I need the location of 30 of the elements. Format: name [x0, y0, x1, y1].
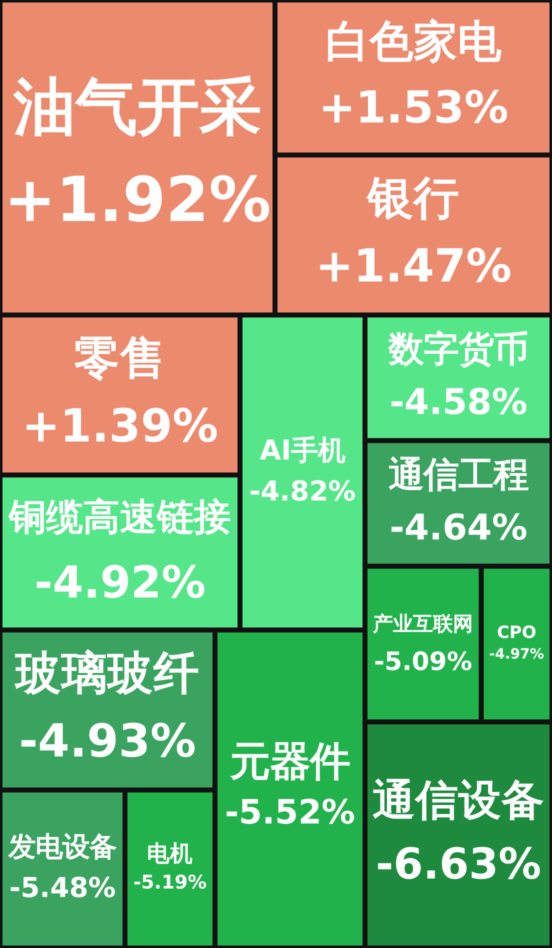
category-label: 银行 [366, 171, 460, 224]
category-label: 电机 [147, 841, 193, 868]
data-label: -5.52% [224, 792, 356, 832]
data-label: -5.48% [9, 873, 116, 904]
data-label: +1.39% [22, 400, 218, 453]
data-label: +1.47% [315, 240, 512, 293]
data-label: -4.92% [34, 558, 206, 609]
category-label: 油气开采 [12, 70, 262, 143]
category-label: 数字货币 [388, 328, 528, 370]
data-label: +1.53% [318, 82, 508, 134]
category-label: 产业互联网 [372, 612, 474, 636]
data-label: -4.64% [390, 508, 528, 549]
category-label: 元器件 [229, 738, 350, 785]
data-label: -6.63% [376, 840, 542, 890]
data-label: -4.82% [249, 476, 356, 508]
category-label: 铜缆高速链接 [7, 496, 231, 539]
data-label: +1.92% [4, 162, 272, 236]
data-label: -5.09% [374, 646, 472, 676]
category-label: 玻璃玻纤 [14, 646, 200, 700]
category-label: CPO [496, 623, 536, 644]
category-label: 发电设备 [8, 832, 116, 863]
category-label: 零售 [74, 331, 166, 384]
category-label: 通信设备 [372, 776, 544, 826]
data-label: -4.97% [489, 646, 544, 663]
data-label: -4.58% [390, 382, 528, 424]
category-label: 白色家电 [326, 16, 502, 68]
category-label: AI手机 [260, 435, 346, 466]
data-label: -5.19% [133, 871, 207, 894]
data-label: -4.93% [18, 714, 196, 768]
category-label: 通信工程 [388, 454, 528, 496]
